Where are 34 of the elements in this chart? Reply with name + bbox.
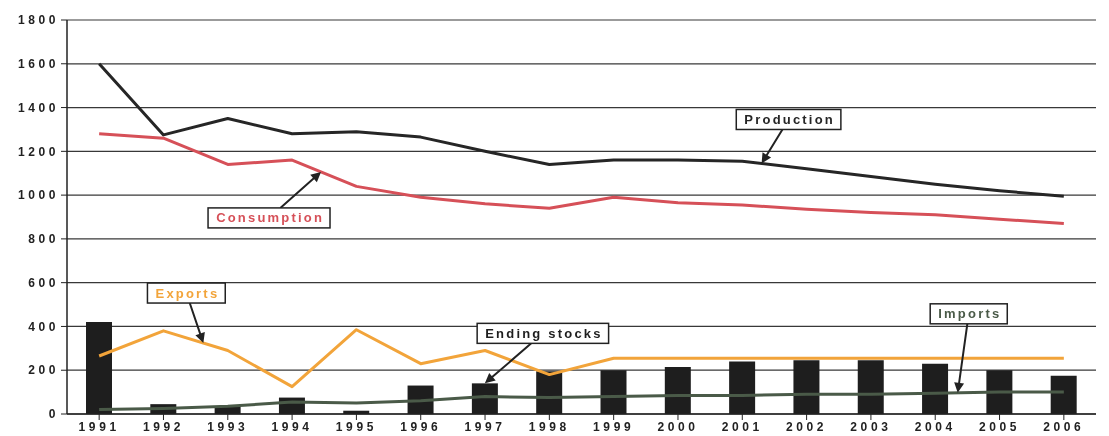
y-tick-label: 1000	[17, 188, 59, 203]
x-tick-label: 2003	[850, 419, 892, 434]
y-tick-label: 1600	[17, 57, 59, 72]
x-tick-label: 1992	[142, 419, 185, 434]
y-tick-label: 600	[28, 275, 59, 290]
x-tick-label: 2005	[978, 419, 1021, 434]
line-series	[97, 132, 1066, 226]
x-tick-label: 1991	[78, 419, 120, 434]
y-tick-label: 1800	[17, 13, 59, 28]
x-tick-label: 1999	[593, 419, 635, 434]
text: Production	[744, 111, 835, 127]
x-tick-label: 1993	[207, 419, 249, 434]
x-tick-label: 2002	[786, 419, 828, 434]
x-tick-label: 1995	[335, 419, 377, 434]
y-tick-label: 800	[28, 232, 59, 247]
x-tick-label: 2006	[1043, 419, 1085, 434]
y-tick-label: 1200	[17, 144, 59, 159]
y-tick-label: 400	[28, 319, 59, 334]
x-tick-label: 1998	[528, 419, 570, 434]
y-tick-label: 200	[28, 363, 59, 378]
text: Imports	[938, 306, 1002, 322]
x-tick-label: 1996	[400, 419, 442, 434]
text: Consumption	[216, 210, 325, 226]
text: Exports	[155, 285, 220, 301]
x-tick-label: 1997	[464, 419, 506, 434]
y-tick-label: 1400	[17, 100, 59, 115]
text: Ending stocks	[485, 325, 603, 341]
x-tick-label: 2000	[657, 419, 699, 434]
x-tick-label: 2001	[721, 419, 763, 434]
line-series	[97, 328, 1066, 389]
x-tick-label: 2004	[914, 419, 956, 434]
line-series	[97, 390, 1066, 412]
x-tick-label: 1994	[271, 419, 313, 434]
y-tick-label: 0	[48, 407, 59, 422]
